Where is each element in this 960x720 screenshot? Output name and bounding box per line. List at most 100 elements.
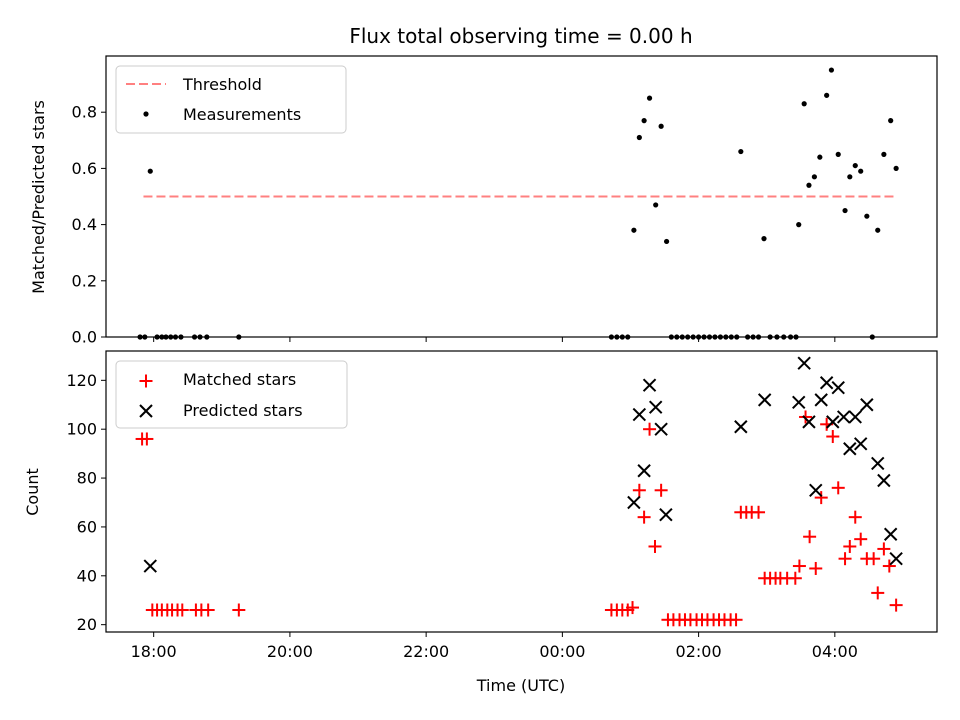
measurement-point (811, 174, 817, 180)
matched-star-marker (788, 571, 802, 585)
measurement-point (636, 134, 642, 141)
predicted-stars-points (143, 356, 903, 573)
measurement-point (806, 182, 812, 188)
predicted-star-marker (642, 378, 657, 392)
matched-star-marker (175, 603, 189, 617)
measurement-point (842, 207, 848, 214)
matched-star-marker (826, 430, 840, 444)
matched-star-marker (799, 410, 813, 424)
bottom-legend: Matched stars Predicted stars (115, 360, 348, 429)
predicted-star-marker (826, 415, 840, 429)
ratio-panel: Flux total observing time = 0.00 h Match… (29, 24, 938, 347)
legend-matched-label: Matched stars (183, 370, 296, 389)
legend-threshold-label: Threshold (182, 75, 262, 94)
bottom-legend-box (115, 360, 348, 429)
predicted-star-marker (757, 393, 772, 407)
bottom-y-tick-label: 120 (66, 371, 97, 390)
top-legend-box (115, 65, 347, 134)
predicted-star-marker (836, 410, 851, 424)
measurement-point (761, 236, 767, 242)
predicted-star-marker (734, 420, 748, 434)
measurement-point (817, 154, 823, 160)
x-tick-label: 02:00 (676, 642, 722, 661)
measurement-point (835, 151, 841, 157)
measurement-point (641, 118, 647, 124)
x-axis-label: Time (UTC) (476, 676, 565, 695)
count-panel: Count Time (UTC) 20 40 60 80 100 120 18:00 20:… (23, 350, 938, 695)
matched-star-marker (140, 432, 154, 446)
matched-star-marker (871, 586, 885, 600)
predicted-star-marker (883, 527, 898, 541)
measurement-point (631, 227, 637, 233)
matched-star-marker (877, 542, 891, 556)
measurement-point (864, 213, 870, 219)
measurement-point (852, 162, 858, 169)
bottom-y-axis-label: Count (23, 468, 42, 516)
predicted-star-marker (877, 473, 891, 488)
predicted-star-marker (889, 551, 903, 566)
measurement-point (888, 118, 894, 124)
predicted-star-marker (792, 395, 806, 410)
measurement-point (653, 202, 659, 208)
matched-star-marker (838, 552, 852, 566)
x-tick-label: 18:00 (131, 642, 177, 661)
bottom-plot-frame (105, 350, 938, 633)
predicted-star-marker (814, 393, 828, 407)
matched-star-marker (882, 559, 896, 573)
predicted-star-marker (819, 376, 834, 390)
predicted-star-marker (637, 464, 651, 478)
predicted-star-marker (854, 437, 868, 451)
predicted-star-marker (659, 508, 673, 522)
predicted-star-marker (843, 442, 857, 456)
matched-stars-points (135, 410, 903, 627)
x-tick-label: 22:00 (403, 642, 449, 661)
predicted-star-marker (802, 415, 816, 429)
legend-predicted-label: Predicted stars (183, 401, 303, 420)
predicted-star-marker (871, 456, 885, 471)
bottom-y-ticks: 20 40 60 80 100 120 (66, 371, 106, 634)
measurement-point (847, 174, 853, 180)
predicted-star-marker (809, 483, 823, 497)
predicted-star-marker (797, 356, 811, 370)
measurement-point (881, 151, 887, 157)
legend-predicted-swatch (139, 404, 153, 418)
predicted-star-marker (654, 422, 668, 436)
predicted-star-marker (627, 495, 641, 510)
matched-star-marker (792, 559, 806, 573)
measurement-point (801, 101, 807, 107)
matched-star-marker (637, 510, 651, 524)
predicted-star-marker (860, 398, 874, 412)
x-tick-label: 04:00 (812, 642, 858, 661)
x-tick-label: 00:00 (539, 642, 585, 661)
x-tick-label: 20:00 (267, 642, 313, 661)
top-y-tick-label: 0.8 (72, 103, 97, 122)
measurement-point (828, 67, 835, 73)
matched-star-marker (814, 491, 828, 505)
predicted-star-marker (143, 559, 157, 573)
matched-star-marker (831, 481, 845, 495)
bottom-y-tick-label: 100 (66, 420, 97, 439)
matched-star-marker (654, 483, 668, 497)
matched-star-marker (803, 530, 817, 544)
top-y-ticks: 0.0 0.2 0.4 0.6 0.8 (72, 103, 106, 347)
matched-star-marker (889, 598, 903, 612)
bottom-y-tick-label: 60 (77, 517, 97, 536)
predicted-star-marker (648, 400, 663, 414)
measurement-point (858, 168, 864, 174)
legend-measurements-swatch (143, 111, 149, 117)
top-y-tick-label: 0.4 (72, 215, 97, 234)
measurement-point (824, 92, 830, 98)
legend-measurements-label: Measurements (183, 105, 301, 124)
measurement-point (875, 227, 881, 233)
chart-title: Flux total observing time = 0.00 h (349, 24, 692, 48)
top-y-axis-label: Matched/Predicted stars (29, 100, 48, 294)
measurement-point (893, 165, 899, 171)
measurement-point (796, 222, 802, 228)
top-plot-frame (105, 55, 938, 338)
matched-star-marker (232, 603, 246, 617)
matched-star-marker (809, 561, 823, 575)
matched-star-marker (752, 505, 766, 519)
bottom-y-tick-label: 80 (77, 469, 97, 488)
top-y-tick-label: 0.6 (72, 159, 97, 178)
